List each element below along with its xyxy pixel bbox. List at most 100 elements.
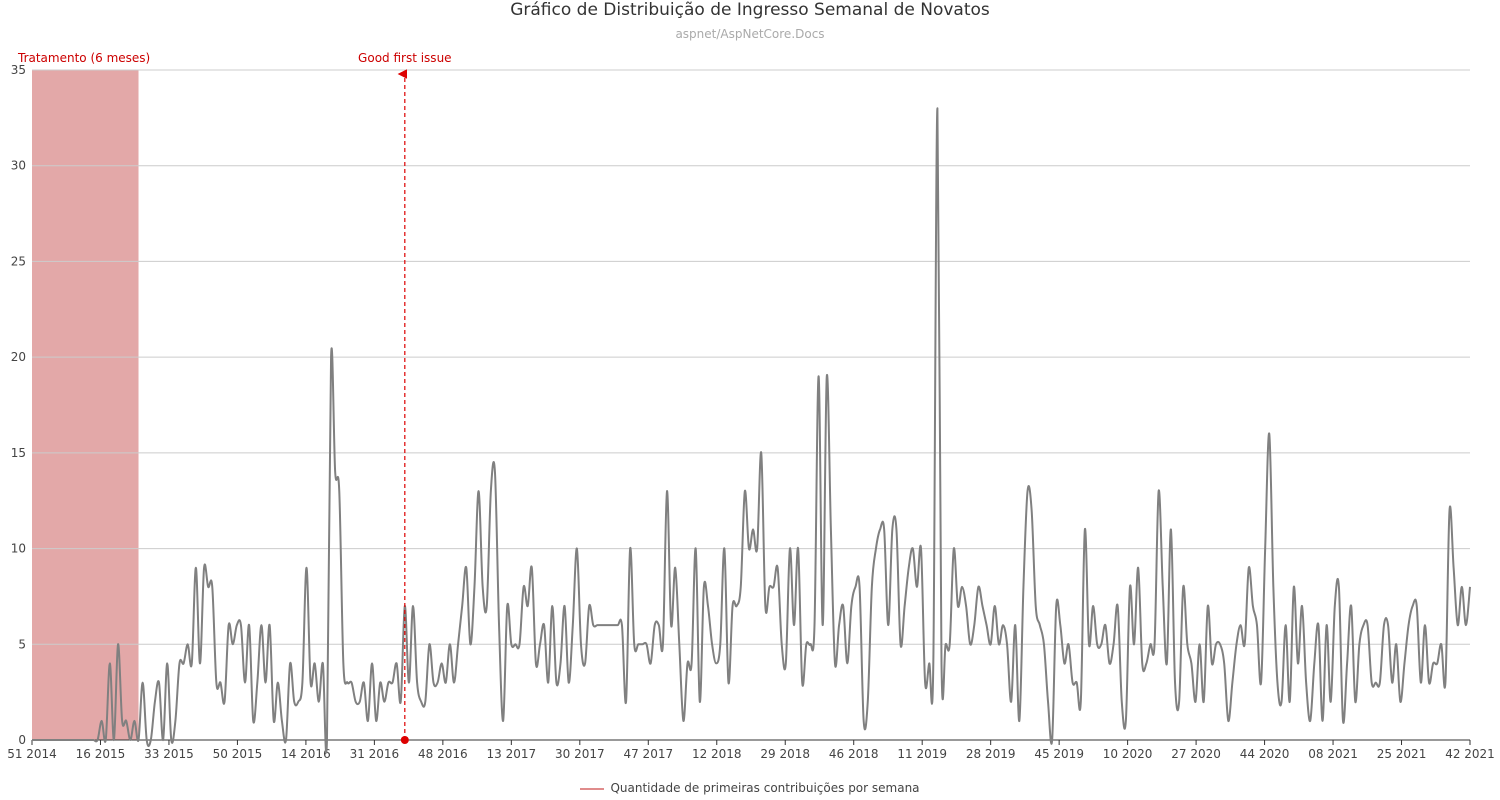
data-point (1415, 604, 1419, 608)
data-point (153, 700, 157, 704)
data-point (599, 623, 603, 627)
data-point (837, 623, 841, 627)
data-point (1390, 681, 1394, 685)
data-point (575, 547, 579, 551)
data-point (120, 719, 124, 723)
data-point (624, 700, 628, 704)
data-point (1136, 566, 1140, 570)
x-tick-label: 45 2019 (1034, 747, 1084, 761)
data-point (1050, 738, 1054, 742)
data-point (59, 738, 63, 742)
data-point (595, 623, 599, 627)
data-point (108, 661, 112, 665)
data-point (296, 700, 300, 704)
data-point (1312, 661, 1316, 665)
data-point (243, 681, 247, 685)
data-point (202, 566, 206, 570)
data-point (1243, 642, 1247, 646)
data-point (214, 681, 218, 685)
data-point (436, 681, 440, 685)
data-point (325, 738, 329, 742)
data-point (579, 642, 583, 646)
data-point (210, 585, 214, 589)
data-point (1103, 623, 1107, 627)
data-point (1382, 623, 1386, 627)
data-point (968, 642, 972, 646)
data-point (1345, 661, 1349, 665)
data-point (985, 623, 989, 627)
data-point (522, 585, 526, 589)
data-point (1194, 700, 1198, 704)
data-point (698, 700, 702, 704)
data-point (911, 547, 915, 551)
data-point (935, 106, 939, 110)
data-point (157, 681, 161, 685)
data-point (1198, 642, 1202, 646)
data-point (460, 604, 464, 608)
x-tick-label: 46 2018 (829, 747, 879, 761)
data-point (468, 642, 472, 646)
data-point (1398, 700, 1402, 704)
data-point (1263, 547, 1267, 551)
data-point (63, 738, 67, 742)
data-point (370, 661, 374, 665)
data-point (169, 738, 173, 742)
data-point (1333, 604, 1337, 608)
data-point (1153, 642, 1157, 646)
data-point (673, 566, 677, 570)
data-point (206, 585, 210, 589)
data-point (1120, 700, 1124, 704)
data-point (944, 642, 948, 646)
data-point (862, 719, 866, 723)
data-point (42, 738, 46, 742)
data-point (583, 661, 587, 665)
data-point (747, 547, 751, 551)
data-point (563, 604, 567, 608)
data-point (657, 623, 661, 627)
legend-line-swatch (580, 787, 605, 790)
data-point (116, 642, 120, 646)
data-point (1337, 585, 1341, 589)
data-point (1165, 661, 1169, 665)
data-point (395, 661, 399, 665)
data-point (1058, 623, 1062, 627)
data-point (1460, 585, 1464, 589)
data-point (608, 623, 612, 627)
data-point (96, 738, 100, 742)
series-line (31, 107, 1471, 754)
data-point (956, 604, 960, 608)
data-point (1304, 681, 1308, 685)
data-point (1026, 489, 1030, 493)
data-point (1419, 681, 1423, 685)
data-point (591, 623, 595, 627)
data-point (149, 738, 153, 742)
data-point (534, 661, 538, 665)
data-point (788, 547, 792, 551)
chart-title: Gráfico de Distribuição de Ingresso Sema… (510, 0, 990, 20)
data-point (509, 642, 513, 646)
x-tick-label: 16 2015 (76, 747, 126, 761)
data-point (772, 585, 776, 589)
data-point (1271, 585, 1275, 589)
data-point (976, 585, 980, 589)
data-point (1144, 661, 1148, 665)
data-point (1181, 585, 1185, 589)
data-point (1300, 604, 1304, 608)
data-point (317, 700, 321, 704)
data-point (1230, 681, 1234, 685)
x-tick-label: 08 2021 (1308, 747, 1358, 761)
x-tick-label: 44 2020 (1240, 747, 1290, 761)
data-point (518, 642, 522, 646)
data-point (354, 700, 358, 704)
data-point (358, 700, 362, 704)
data-point (1202, 700, 1206, 704)
data-point (79, 738, 83, 742)
data-point (161, 738, 165, 742)
data-point (411, 604, 415, 608)
data-point (124, 719, 128, 723)
x-tick-label: 29 2018 (760, 747, 810, 761)
data-point (337, 489, 341, 493)
data-point (1222, 661, 1226, 665)
data-point (38, 738, 42, 742)
data-point (198, 661, 202, 665)
